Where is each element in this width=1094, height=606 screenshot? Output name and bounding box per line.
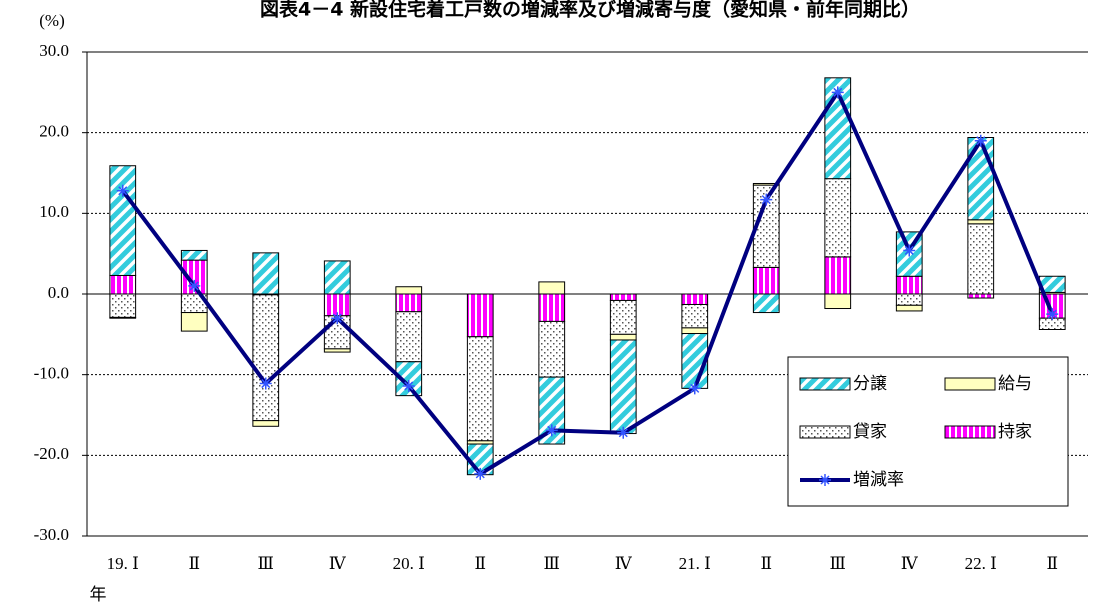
bar-segment [609, 293, 637, 301]
legend-label: 給与 [998, 374, 1032, 394]
y-tick-label: -20.0 [34, 444, 69, 463]
line-marker [831, 86, 844, 99]
line-marker [903, 244, 916, 257]
x-tick-label: Ⅳ [329, 554, 347, 573]
bar-segment [824, 256, 852, 295]
y-tick-label: 20.0 [39, 122, 69, 141]
x-tick-label: Ⅱ [1046, 554, 1058, 573]
bar-segment [681, 327, 709, 335]
legend-label: 分譲 [853, 374, 887, 394]
line-series [121, 90, 1055, 476]
bar-segment [609, 299, 637, 335]
bar-segment [109, 274, 137, 295]
y-axis-label: (%) [39, 11, 64, 30]
legend-swatch [799, 377, 851, 391]
bar-segment [895, 293, 923, 306]
line-marker [974, 134, 987, 147]
line-marker [259, 377, 272, 390]
bar-segment [180, 312, 208, 332]
y-tick-label: -30.0 [34, 525, 69, 544]
legend-label: 持家 [998, 422, 1032, 442]
x-tick-label: Ⅳ [615, 554, 633, 573]
line-marker [331, 312, 344, 325]
bar-segment [109, 293, 137, 318]
legend-label: 貸家 [853, 422, 887, 442]
bar-segment [323, 348, 351, 353]
legend-swatch [799, 425, 851, 439]
line-marker [474, 467, 487, 480]
bar-segment [895, 304, 923, 312]
bar-segment [323, 260, 351, 295]
chart-title: 図表4－4 新設住宅着工戸数の増減率及び増減寄与度（愛知県・前年同期比） [260, 0, 920, 21]
x-tick-label: Ⅱ [188, 554, 200, 573]
bar-segment [681, 293, 709, 305]
bar-segment [395, 311, 423, 363]
bar-segment [752, 293, 780, 314]
bar-segment [967, 223, 995, 295]
legend-swatch [944, 425, 996, 439]
bar-segment [967, 293, 995, 299]
bar-segment [681, 303, 709, 329]
bar-segment [109, 316, 137, 319]
x-tick-label: Ⅳ [901, 554, 919, 573]
line-marker [116, 184, 129, 197]
line-marker [617, 426, 630, 439]
x-tick-label: 19. Ⅰ [107, 554, 139, 573]
bar-segment [538, 320, 566, 378]
bar-segment [252, 252, 280, 295]
x-tick-label: Ⅲ [544, 554, 560, 573]
y-tick-label: 10.0 [39, 202, 69, 221]
bar-segment [466, 293, 494, 338]
line-marker [188, 279, 201, 292]
x-axis-label: 年 [90, 585, 107, 604]
bar-segment [967, 137, 995, 221]
bar-segment [538, 293, 566, 322]
bar-segment [967, 219, 995, 225]
bar-segment [895, 275, 923, 295]
bar-segment [466, 336, 494, 442]
x-tick-label: 22. Ⅰ [965, 554, 997, 573]
bar-segment [609, 333, 637, 341]
bar-segment [395, 293, 423, 313]
line-marker [760, 193, 773, 206]
bar-segment [609, 339, 637, 435]
bar-segment [752, 182, 780, 186]
legend-marker [819, 474, 831, 486]
line-marker [402, 379, 415, 392]
x-tick-label: 21. Ⅰ [679, 554, 711, 573]
bar-segment [824, 178, 852, 258]
line-marker [688, 382, 701, 395]
x-tick-label: Ⅲ [830, 554, 846, 573]
x-tick-label: 20. Ⅰ [393, 554, 425, 573]
legend-label: 増減率 [853, 470, 904, 490]
x-tick-label: Ⅱ [474, 554, 486, 573]
line-marker [545, 424, 558, 437]
y-tick-label: -10.0 [34, 364, 69, 383]
bar-segment [824, 293, 852, 310]
y-tick-label: 0.0 [48, 283, 69, 302]
bar-segment [180, 249, 208, 261]
line-marker [1046, 308, 1059, 321]
bar-segment [538, 281, 566, 295]
y-tick-label: 30.0 [39, 41, 69, 60]
bar-segment [752, 266, 780, 295]
bar-segment [252, 420, 280, 427]
bar-segment [252, 294, 280, 422]
bar-segment [395, 286, 423, 295]
bar-segment [109, 165, 137, 276]
x-tick-label: Ⅱ [760, 554, 772, 573]
x-tick-label: Ⅲ [258, 554, 274, 573]
legend-swatch [944, 377, 996, 391]
